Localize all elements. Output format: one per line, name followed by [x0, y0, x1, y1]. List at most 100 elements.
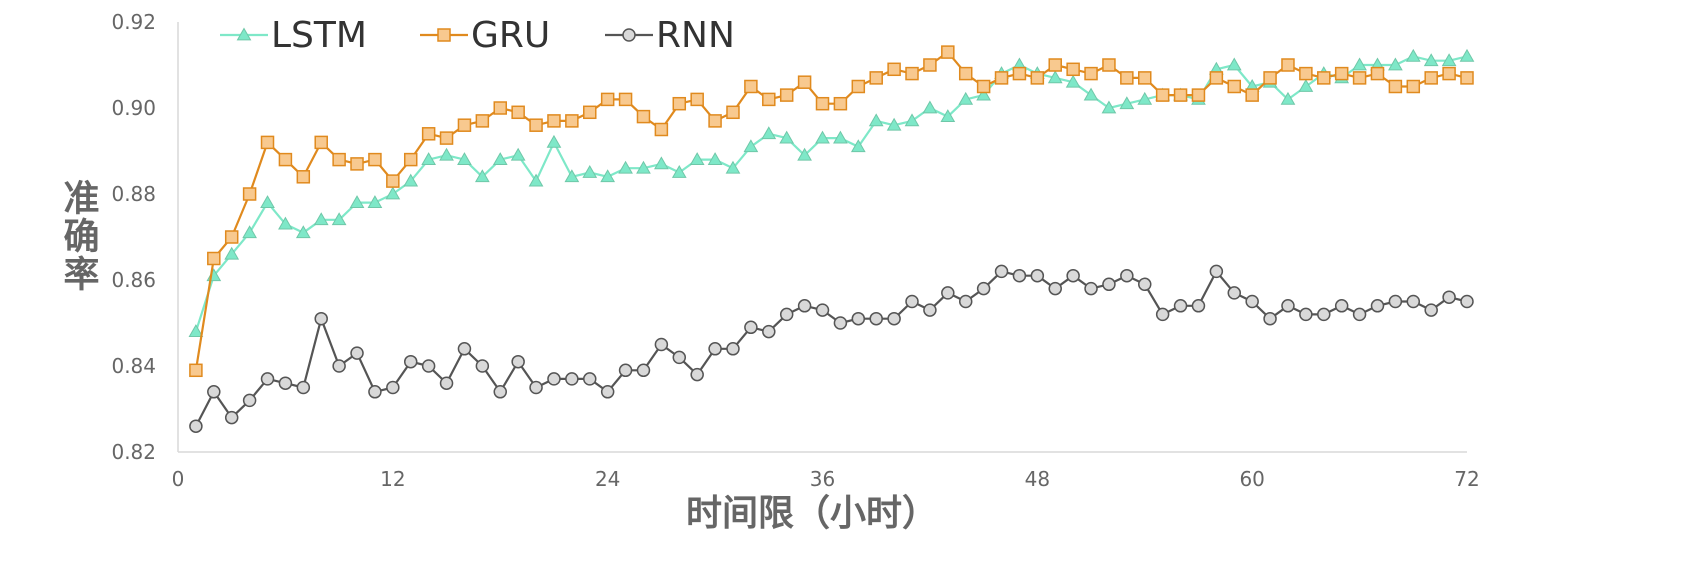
rnn-point — [475, 359, 490, 373]
rnn-point — [779, 307, 794, 322]
rnn-point — [207, 385, 221, 399]
gru-point — [511, 105, 525, 120]
gru-point — [350, 157, 364, 171]
gru-point — [1084, 66, 1098, 81]
rnn-point — [1263, 311, 1277, 326]
gru-point — [207, 251, 221, 266]
gru-point — [833, 96, 848, 111]
gru-series — [189, 45, 1474, 378]
lstm-point — [904, 113, 920, 127]
lstm-point — [367, 195, 383, 208]
lstm-point — [707, 152, 723, 165]
lstm-point — [779, 130, 795, 144]
rnn-point — [1388, 294, 1403, 309]
gru-point — [976, 79, 991, 94]
rnn-point — [421, 359, 436, 373]
lstm-point — [1388, 57, 1403, 71]
legend-label-gru: GRU — [471, 15, 550, 56]
lstm-point — [1047, 70, 1063, 84]
y-tick-label: 0.88 — [111, 182, 156, 206]
rnn-point — [1317, 307, 1331, 322]
gru-point — [332, 152, 346, 167]
gru-point — [403, 152, 418, 167]
lstm-point — [224, 246, 240, 260]
rnn-point — [654, 337, 669, 352]
gru-series-line — [194, 50, 1468, 371]
lstm-point — [546, 134, 562, 148]
rnn-point — [529, 380, 543, 395]
lstm-point — [654, 156, 669, 170]
rnn-point — [511, 354, 525, 369]
gru-point — [923, 58, 937, 72]
rnn-point — [583, 372, 597, 386]
lstm-point — [1423, 53, 1439, 67]
rnn-point — [1281, 299, 1295, 313]
rnn-point — [1299, 307, 1313, 322]
gru-point — [1102, 58, 1116, 72]
gru-point — [1155, 88, 1170, 102]
gru-point — [672, 96, 687, 111]
lstm-point — [313, 212, 329, 226]
gru-point — [242, 187, 257, 201]
x-axis-title: 时间限（小时） — [686, 493, 938, 534]
rnn-series-line — [194, 270, 1468, 427]
lstm-point — [833, 130, 848, 144]
rnn-point — [350, 346, 364, 360]
rnn-point — [1030, 268, 1045, 283]
legend-item-lstm: LSTM — [220, 15, 367, 56]
gru-point — [708, 114, 722, 128]
rnn-point — [1048, 281, 1062, 296]
rnn-point — [1245, 294, 1259, 309]
gru-point — [1012, 66, 1027, 81]
rnn-point — [1406, 294, 1421, 309]
gru-point — [189, 363, 203, 378]
rnn-point — [1084, 281, 1098, 296]
x-tick-labels: 0 12 24 36 48 60 72 — [172, 467, 1480, 491]
rnn-point — [547, 372, 561, 386]
gru-point — [1138, 71, 1152, 85]
rnn-point — [905, 294, 919, 309]
rnn-point — [368, 385, 382, 399]
gru-point — [278, 152, 293, 167]
lstm-point — [886, 117, 902, 131]
rnn-point — [851, 311, 866, 326]
lstm-point — [1280, 91, 1296, 105]
rnn-point — [744, 320, 758, 335]
gru-point — [1209, 71, 1224, 85]
lstm-point — [421, 152, 437, 165]
gru-point — [260, 135, 275, 150]
lstm-point — [618, 160, 633, 174]
lstm-point — [278, 216, 293, 230]
gru-point — [1263, 71, 1277, 85]
rnn-point — [493, 385, 507, 399]
lstm-point — [761, 126, 777, 140]
rnn-point — [386, 380, 400, 395]
lstm-point — [940, 109, 956, 122]
gru-point — [762, 92, 776, 107]
lstm-point — [1441, 53, 1457, 67]
lstm-series — [188, 48, 1475, 337]
series-group — [188, 45, 1475, 433]
gru-point — [1030, 71, 1045, 85]
rnn-point — [797, 299, 812, 313]
rnn-point — [1138, 277, 1152, 292]
y-tick-label: 0.84 — [111, 354, 156, 378]
y-axis-title: 准确率 — [58, 179, 100, 293]
legend-item-gru: GRU — [420, 15, 550, 56]
gru-point — [457, 118, 472, 132]
lstm-point — [815, 130, 830, 144]
gru-point — [1191, 88, 1206, 102]
lstm-point — [242, 225, 257, 239]
rnn-point — [815, 303, 830, 317]
gru-point — [439, 131, 454, 145]
rnn-point — [260, 372, 275, 386]
gru-point — [744, 79, 758, 94]
gru-point — [1066, 62, 1080, 77]
gru-point — [493, 101, 507, 115]
rnn-point — [224, 410, 239, 425]
axes — [177, 22, 1467, 453]
gru-point — [368, 152, 382, 167]
lstm-point — [528, 173, 544, 187]
lstm-point — [725, 160, 741, 174]
